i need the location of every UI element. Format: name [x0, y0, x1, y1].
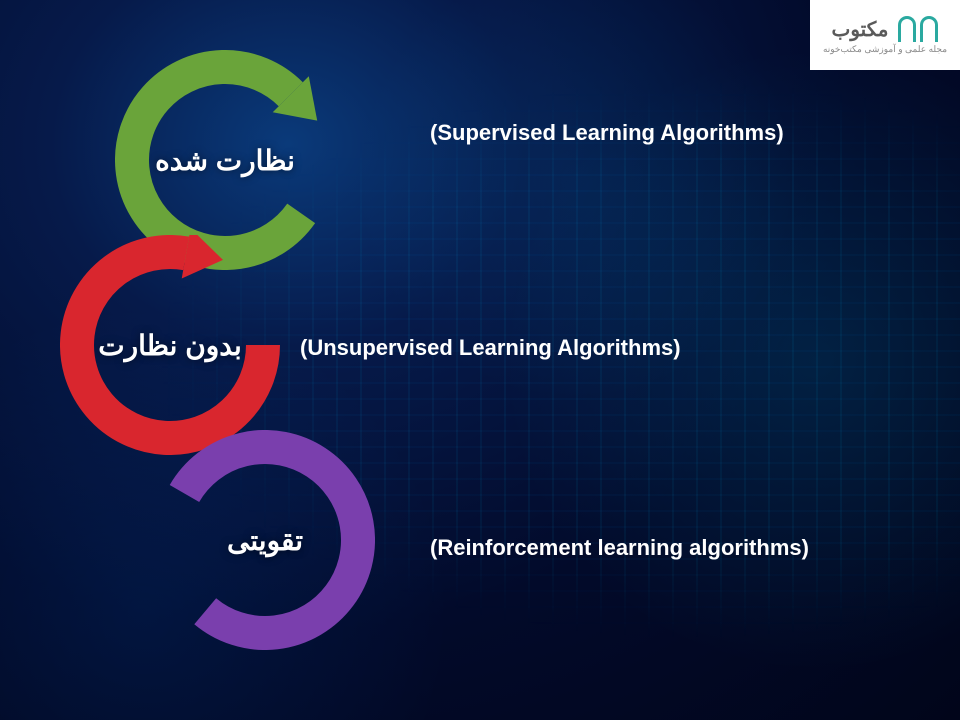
ring-reinforcement: تقویتی [155, 430, 375, 650]
ring-reinforcement-fa-label: تقویتی [155, 430, 375, 650]
ring-unsupervised-en-label: (Unsupervised Learning Algorithms) [300, 335, 681, 361]
ring-unsupervised: بدون نظارت [60, 235, 280, 455]
ring-reinforcement-en-label: (Reinforcement learning algorithms) [430, 535, 809, 561]
ring-supervised-en-label: (Supervised Learning Algorithms) [430, 120, 784, 146]
rings-diagram: نظارت شده (Supervised Learning Algorithm… [0, 0, 960, 720]
ring-unsupervised-fa-label: بدون نظارت [60, 235, 280, 455]
